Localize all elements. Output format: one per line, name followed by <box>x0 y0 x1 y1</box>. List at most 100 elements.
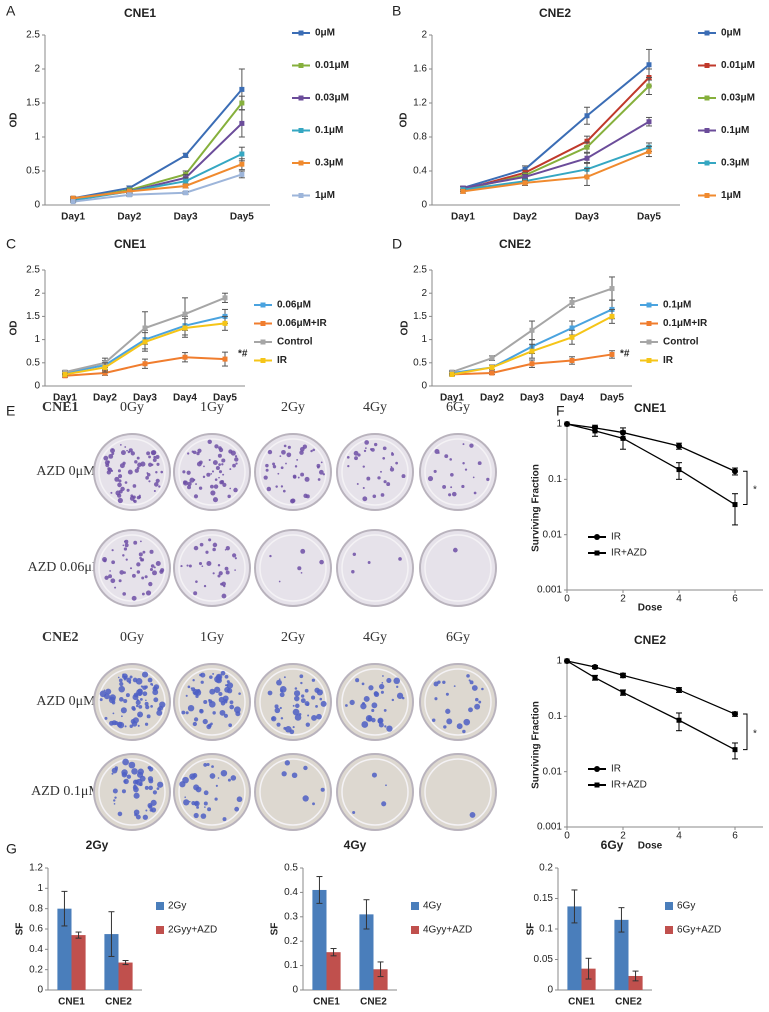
colony <box>104 575 109 580</box>
colony <box>123 699 128 704</box>
colony <box>190 776 193 779</box>
y-tick-label: 1 <box>556 419 562 430</box>
colony <box>132 495 136 499</box>
colony <box>272 462 276 466</box>
colony <box>132 484 137 488</box>
legend-marker <box>646 302 652 308</box>
colony <box>124 446 127 448</box>
chart-title: 2Gy <box>86 838 109 852</box>
colony <box>192 721 197 727</box>
colony <box>234 455 238 458</box>
legend-swatch <box>411 902 419 910</box>
colony <box>193 494 199 499</box>
colony <box>122 544 125 547</box>
colony <box>155 471 158 474</box>
point <box>609 286 615 292</box>
line <box>462 150 650 193</box>
colony <box>306 703 310 706</box>
colony <box>304 688 309 693</box>
legend-label: 0.03μM <box>721 93 755 104</box>
point <box>222 295 228 301</box>
plate-dish <box>419 529 497 607</box>
colony <box>118 479 122 483</box>
line <box>462 120 650 189</box>
legend-marker <box>646 339 652 345</box>
colony <box>303 765 308 771</box>
colony <box>451 491 457 497</box>
point <box>182 325 188 331</box>
x-tick-label: Day2 <box>117 212 141 223</box>
colony <box>149 567 154 572</box>
plate <box>336 529 414 607</box>
y-tick-label: 0 <box>34 200 40 211</box>
x-tick-label: Day3 <box>174 212 198 223</box>
chart-title: CNE1 <box>124 6 156 20</box>
bar <box>312 889 327 990</box>
error-bar <box>632 970 639 982</box>
colony <box>147 766 150 769</box>
y-tick-label: 0.8 <box>29 903 43 914</box>
colony <box>102 557 107 562</box>
colony <box>215 465 220 471</box>
bar <box>628 975 643 990</box>
colony <box>136 704 139 708</box>
colony <box>311 714 317 721</box>
colony <box>109 694 116 701</box>
x-tick-label: Day1 <box>451 212 475 223</box>
point <box>592 428 598 434</box>
annotation: *# <box>238 349 248 360</box>
colony <box>274 707 281 714</box>
colony <box>142 685 147 690</box>
colony <box>141 576 145 580</box>
legend-label: IR+AZD <box>611 780 647 791</box>
bar <box>118 962 133 990</box>
colony <box>155 478 160 483</box>
error-bar <box>108 911 115 957</box>
annotation: * <box>753 485 757 496</box>
legend-marker <box>298 193 304 198</box>
plate <box>336 433 414 511</box>
colony <box>220 670 226 676</box>
error-bar <box>122 960 129 966</box>
colony <box>213 484 219 489</box>
colony <box>131 595 137 601</box>
y-axis-label: OD <box>9 113 20 128</box>
colony <box>272 464 277 469</box>
colony <box>193 545 199 551</box>
x-axis-label: Dose <box>638 603 663 614</box>
plate-rim <box>98 758 166 826</box>
colony <box>307 714 310 717</box>
colony <box>363 695 370 702</box>
colony <box>99 698 103 702</box>
point <box>529 327 535 333</box>
colony <box>129 675 133 679</box>
colony <box>373 691 380 698</box>
legend-label: 4Gy <box>423 901 441 912</box>
colony <box>462 443 465 446</box>
line <box>462 146 650 191</box>
x-tick-label: Day2 <box>480 393 504 404</box>
significance-bracket <box>743 470 748 506</box>
y-tick-label: 2.5 <box>413 265 427 276</box>
point <box>182 354 188 360</box>
colony <box>267 690 273 696</box>
colony <box>118 579 122 583</box>
panel-label: G <box>6 841 17 857</box>
colony <box>443 725 447 729</box>
legend-label: 6Gy+AZD <box>677 925 721 936</box>
point <box>126 188 132 194</box>
colony <box>349 699 355 706</box>
colony <box>305 494 310 499</box>
colony <box>138 552 143 557</box>
colony <box>142 814 148 820</box>
colony <box>131 768 138 775</box>
colony <box>473 491 477 495</box>
colony <box>222 482 227 487</box>
bar <box>373 969 388 990</box>
colony <box>144 701 149 706</box>
colony <box>156 787 160 790</box>
bar <box>57 908 72 990</box>
colony <box>233 706 241 714</box>
colony <box>213 686 221 693</box>
colony <box>199 542 204 547</box>
